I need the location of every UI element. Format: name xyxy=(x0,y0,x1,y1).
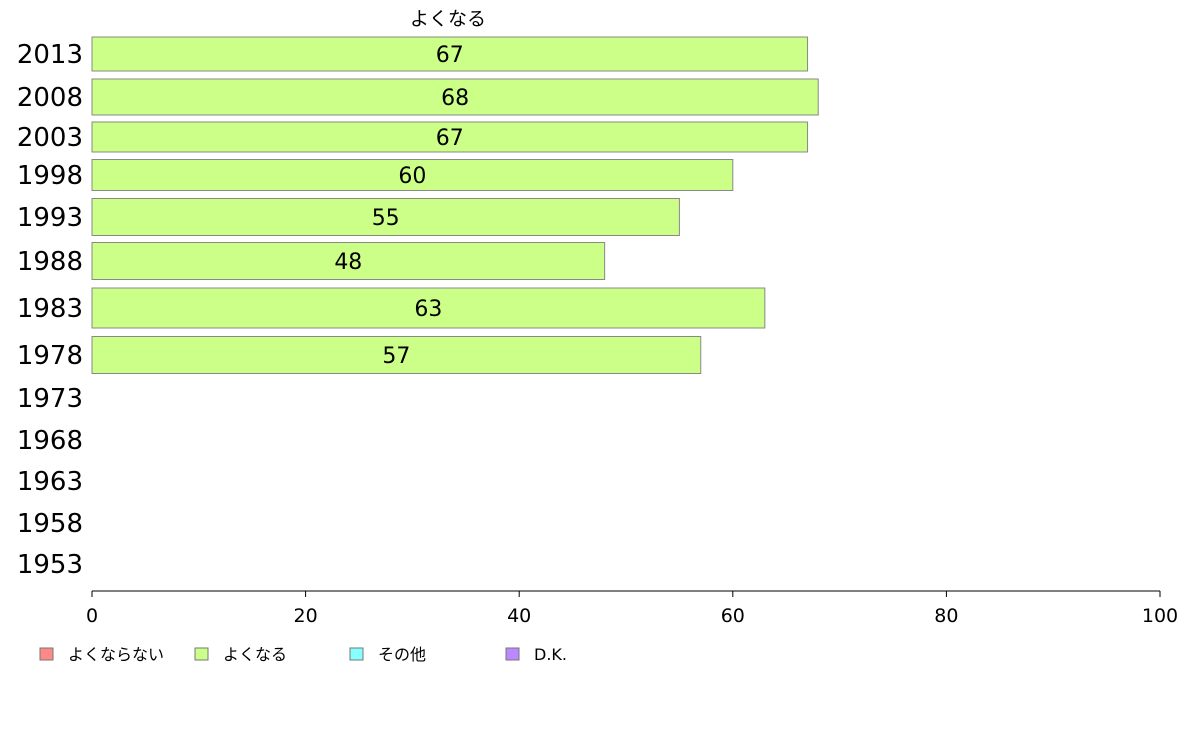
x-tick-label: 80 xyxy=(934,605,958,627)
category-label: 1953 xyxy=(17,550,83,580)
data-label: 68 xyxy=(441,86,469,111)
category-label: 1993 xyxy=(17,203,83,233)
legend-swatch xyxy=(505,647,520,661)
category-label: 2003 xyxy=(17,123,83,153)
category-label: 1963 xyxy=(17,467,83,497)
category-label: 1978 xyxy=(17,341,83,371)
bar xyxy=(91,78,819,116)
bar xyxy=(91,242,606,280)
x-tick-label: 20 xyxy=(294,605,318,627)
legend-label: その他 xyxy=(378,645,426,664)
series-title: よくなる xyxy=(410,8,486,30)
bar xyxy=(91,36,809,72)
bars xyxy=(91,36,819,374)
category-label: 1973 xyxy=(17,384,83,414)
data-label: 67 xyxy=(436,126,464,151)
year-labels: 2013 2008 2003 1998 1993 1988 1983 1978 1973 1968… xyxy=(17,40,83,580)
bar xyxy=(91,121,809,153)
legend-swatch xyxy=(194,647,209,661)
category-label: 1983 xyxy=(17,294,83,324)
bar xyxy=(91,159,734,191)
x-axis: 0 20 40 60 80 100 xyxy=(86,590,1178,627)
legend-swatch xyxy=(349,647,364,661)
data-label: 63 xyxy=(414,297,442,322)
legend: よくならない よくなる その他 D.K. xyxy=(39,645,567,664)
category-label: 2013 xyxy=(17,40,83,70)
bar xyxy=(91,287,766,329)
x-tick-label: 60 xyxy=(721,605,745,627)
data-label: 60 xyxy=(398,164,426,189)
legend-label: よくならない xyxy=(68,645,164,664)
category-label: 1998 xyxy=(17,161,83,191)
x-tick-label: 40 xyxy=(507,605,531,627)
category-label: 1958 xyxy=(17,509,83,539)
bar xyxy=(91,336,702,374)
data-label: 57 xyxy=(382,344,410,369)
data-label: 48 xyxy=(334,250,362,275)
x-tick-label: 0 xyxy=(86,605,98,627)
category-label: 1988 xyxy=(17,247,83,277)
data-label: 55 xyxy=(372,206,400,231)
bar xyxy=(91,198,680,236)
legend-swatch xyxy=(39,647,54,661)
category-label: 2008 xyxy=(17,83,83,113)
legend-label: よくなる xyxy=(223,645,287,664)
data-label: 67 xyxy=(436,43,464,68)
x-tick-label: 100 xyxy=(1142,605,1178,627)
category-label: 1968 xyxy=(17,426,83,456)
legend-label: D.K. xyxy=(534,645,567,664)
